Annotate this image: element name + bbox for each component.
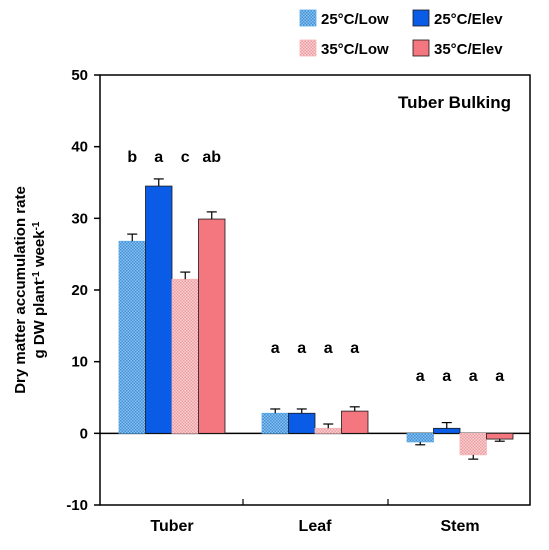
bar-tuber-0: [118, 240, 146, 434]
chart-title: Tuber Bulking: [398, 93, 511, 112]
significance-letter: b: [127, 149, 137, 166]
significance-letter: ab: [202, 149, 221, 166]
significance-letter: a: [297, 340, 306, 357]
y-axis-label: Dry matter accumulation rate g DW plant-…: [12, 186, 48, 394]
x-category-label-leaf: Leaf: [299, 518, 333, 535]
bar-stem-0: [406, 432, 434, 443]
y-tick-label: 50: [71, 67, 88, 84]
bar-stem-2: [459, 432, 487, 456]
bar-leaf-0: [261, 412, 289, 434]
significance-letter: c: [181, 149, 190, 166]
legend-swatch-3: [412, 39, 430, 57]
legend-label-1: 25°C/Elev: [434, 11, 503, 28]
y-tick-label: 30: [71, 210, 88, 227]
legend-swatch-0: [299, 9, 317, 27]
significance-letter: a: [495, 368, 504, 385]
y-axis-label-line2: g DW plant-1 week-1: [31, 221, 49, 358]
bars: [118, 178, 514, 460]
legend-swatch-2: [299, 39, 317, 57]
bar-leaf-1: [288, 412, 316, 434]
y-axis-unit-sup2: -1: [31, 221, 42, 230]
x-category-label-stem: Stem: [440, 518, 479, 535]
significance-letter: a: [442, 368, 451, 385]
bar-leaf-2: [314, 427, 342, 434]
y-tick-label: -10: [66, 497, 88, 514]
y-tick-label: 10: [71, 354, 88, 371]
y-tick-label: 40: [71, 139, 88, 156]
significance-letter: a: [416, 368, 425, 385]
y-axis-unit-sup1: -1: [31, 271, 42, 280]
y-axis-unit-week: week: [31, 230, 48, 272]
bar-tuber-1: [145, 185, 173, 434]
significance-letter: a: [469, 368, 478, 385]
bar-leaf-3: [341, 410, 369, 434]
bar-tuber-3: [198, 218, 226, 434]
legend-swatch-1: [412, 9, 430, 27]
y-tick-label: 0: [80, 425, 88, 442]
legend-label-2: 35°C/Low: [321, 41, 389, 58]
bar-stem-1: [433, 427, 461, 434]
x-category-label-tuber: Tuber: [150, 518, 193, 535]
x-axis: Tuber Leaf Stem: [150, 499, 480, 535]
legend: 25°C/Low 25°C/Elev 35°C/Low 35°C/Elev: [299, 9, 503, 58]
y-tick-label: 20: [71, 282, 88, 299]
y-axis-unit-text: g DW plant: [31, 280, 48, 358]
significance-letter: a: [154, 149, 163, 166]
significance-letter: a: [350, 340, 359, 357]
bar-stem-3: [486, 432, 514, 440]
y-axis-label-line1: Dry matter accumulation rate: [12, 186, 29, 394]
significance-letter: a: [271, 340, 280, 357]
bar-tuber-2: [171, 278, 199, 434]
legend-label-3: 35°C/Elev: [434, 41, 503, 58]
significance-letters: b a c aba a a aa a a a: [127, 149, 504, 385]
legend-label-0: 25°C/Low: [321, 11, 389, 28]
significance-letter: a: [324, 340, 333, 357]
